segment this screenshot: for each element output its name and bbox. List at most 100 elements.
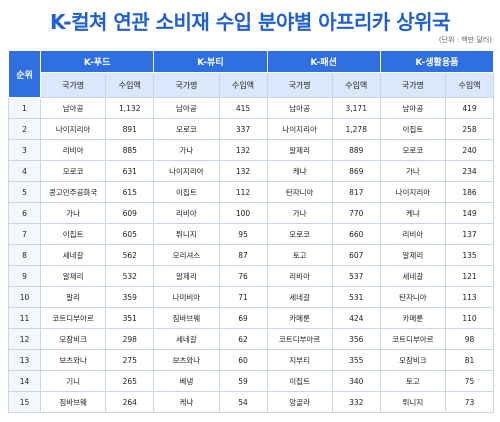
country-cell: 모로코: [266, 223, 333, 245]
country-cell: 기니: [39, 370, 107, 392]
country-cell: 나이지리아: [379, 181, 447, 203]
amount-cell: 258: [445, 118, 494, 140]
amount-cell: 869: [331, 160, 381, 182]
amount-cell: 1,278: [331, 118, 381, 140]
amount-cell: 340: [331, 370, 381, 392]
country-cell: 카메룬: [379, 307, 447, 329]
country-cell: 베냉: [153, 370, 220, 392]
country-cell: 토고: [266, 244, 333, 266]
subheader: 국가명: [266, 72, 333, 98]
table-row: 12 모잠비크 298 세네갈 62 코트디부아르 356 코트디부아르 98: [8, 328, 494, 350]
country-cell: 케냐: [153, 391, 220, 413]
amount-cell: 59: [218, 370, 268, 392]
amount-cell: 607: [331, 244, 381, 266]
amount-cell: 100: [218, 202, 268, 224]
amount-cell: 531: [331, 286, 381, 308]
amount-cell: 532: [105, 265, 155, 287]
subheader: 수입액: [218, 72, 268, 98]
amount-cell: 98: [445, 328, 494, 350]
amount-cell: 132: [218, 139, 268, 161]
country-cell: 튀니지: [153, 223, 220, 245]
rank-cell: 5: [8, 181, 41, 203]
country-cell: 모리셔스: [153, 244, 220, 266]
country-cell: 이집트: [39, 223, 107, 245]
country-cell: 리비아: [379, 223, 447, 245]
country-cell: 세네갈: [153, 328, 220, 350]
rank-cell: 9: [8, 265, 41, 287]
subheader: 수입액: [105, 72, 155, 98]
amount-cell: 891: [105, 118, 155, 140]
country-cell: 콩고민주공화국: [39, 181, 107, 203]
table-row: 13 보츠와나 275 보츠와나 60 지부티 355 모잠비크 81: [8, 349, 494, 371]
table-row: 3 리비아 885 가나 132 알제리 889 모로코 240: [8, 139, 494, 161]
country-cell: 세네갈: [39, 244, 107, 266]
header-row: 순위 K-푸드 K-뷰티 K-패션 K-생활용품: [8, 50, 495, 98]
amount-cell: 562: [105, 244, 155, 266]
country-cell: 리비아: [153, 202, 220, 224]
country-cell: 나이지리아: [266, 118, 333, 140]
rank-cell: 6: [8, 202, 41, 224]
subheader: 국가명: [379, 72, 447, 98]
amount-cell: 817: [331, 181, 381, 203]
country-cell: 탄자니아: [379, 286, 447, 308]
table-row: 8 세네갈 562 모리셔스 87 토고 607 알제리 135: [8, 244, 494, 266]
country-cell: 코트디부아르: [266, 328, 333, 350]
group-header: K-패션: [266, 50, 381, 73]
country-cell: 남아공: [266, 97, 333, 119]
country-cell: 알제리: [153, 265, 220, 287]
table-row: 1 남아공 1,132 남아공 415 남아공 3,171 남아공 419: [8, 97, 494, 119]
country-cell: 가나: [39, 202, 107, 224]
country-cell: 케냐: [379, 202, 447, 224]
country-cell: 보츠와나: [153, 349, 220, 371]
amount-cell: 81: [445, 349, 494, 371]
group-header: K-푸드: [39, 50, 155, 73]
country-cell: 앙골라: [266, 391, 333, 413]
amount-cell: 337: [218, 118, 268, 140]
rank-cell: 1: [8, 97, 41, 119]
table-row: 6 가나 609 리비아 100 가나 770 케냐 149: [8, 202, 494, 224]
amount-cell: 73: [445, 391, 494, 413]
country-cell: 탄자니아: [266, 181, 333, 203]
country-cell: 알제리: [266, 139, 333, 161]
amount-cell: 265: [105, 370, 155, 392]
rank-cell: 4: [8, 160, 41, 182]
amount-cell: 110: [445, 307, 494, 329]
amount-cell: 87: [218, 244, 268, 266]
country-cell: 세네갈: [379, 265, 447, 287]
country-cell: 말리: [39, 286, 107, 308]
country-cell: 토고: [379, 370, 447, 392]
amount-cell: 298: [105, 328, 155, 350]
country-cell: 지부티: [266, 349, 333, 371]
group-header: K-뷰티: [153, 50, 268, 73]
country-cell: 코트디부아르: [379, 328, 447, 350]
country-cell: 이집트: [266, 370, 333, 392]
amount-cell: 71: [218, 286, 268, 308]
amount-cell: 615: [105, 181, 155, 203]
country-cell: 남아공: [153, 97, 220, 119]
country-cell: 리비아: [39, 139, 107, 161]
amount-cell: 121: [445, 265, 494, 287]
country-cell: 알제리: [379, 244, 447, 266]
rank-cell: 7: [8, 223, 41, 245]
amount-cell: 54: [218, 391, 268, 413]
country-cell: 짐바브웨: [153, 307, 220, 329]
rank-cell: 13: [8, 349, 41, 371]
table-row: 7 이집트 605 튀니지 95 모로코 660 리비아 137: [8, 223, 494, 245]
country-cell: 세네갈: [266, 286, 333, 308]
rank-cell: 14: [8, 370, 41, 392]
amount-cell: 113: [445, 286, 494, 308]
amount-cell: 355: [331, 349, 381, 371]
amount-cell: 609: [105, 202, 155, 224]
country-cell: 모잠비크: [379, 349, 447, 371]
country-cell: 모로코: [39, 160, 107, 182]
amount-cell: 889: [331, 139, 381, 161]
country-cell: 케냐: [266, 160, 333, 182]
country-cell: 가나: [153, 139, 220, 161]
rank-cell: 11: [8, 307, 41, 329]
amount-cell: 359: [105, 286, 155, 308]
table-row: 2 나이지리아 891 모로코 337 나이지리아 1,278 이집트 258: [8, 118, 494, 140]
country-cell: 남아공: [39, 97, 107, 119]
country-cell: 카메룬: [266, 307, 333, 329]
amount-cell: 112: [218, 181, 268, 203]
amount-cell: 660: [331, 223, 381, 245]
